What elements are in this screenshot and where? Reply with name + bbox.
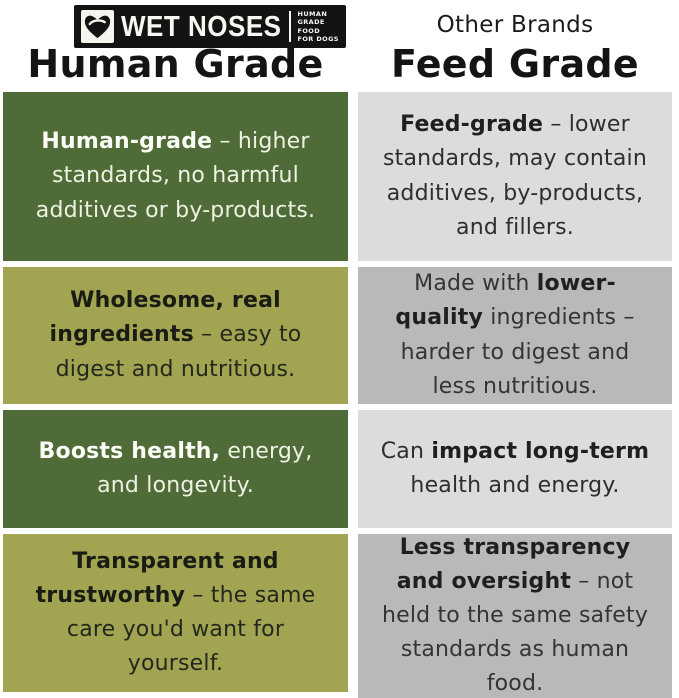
left-column-title: Human Grade	[27, 42, 324, 86]
cell-text: Transparent and trustworthy – the same c…	[35, 548, 316, 677]
feed-grade-row-2-cell: Made with lower-quality ingredients – ha…	[358, 267, 672, 404]
human-grade-row-1-cell: Human-grade – higher standards, no harmf…	[3, 92, 348, 261]
feed-grade-row-4-cell: Less transparency and oversight – not he…	[358, 534, 672, 698]
human-grade-row-4-cell: Transparent and trustworthy – the same c…	[3, 534, 348, 692]
human-grade-row-2-cell: Wholesome, real ingredients – easy to di…	[3, 267, 348, 404]
feed-grade-row-1-cell: Feed-grade – lower standards, may contai…	[358, 92, 672, 261]
cell-text: Wholesome, real ingredients – easy to di…	[49, 288, 302, 382]
feed-grade-row-3-cell: Can impact long-term health and energy.	[358, 410, 672, 528]
cell-text: Human-grade – higher standards, no harmf…	[35, 129, 316, 223]
logo-divider	[288, 11, 291, 42]
cell-text: Feed-grade – lower standards, may contai…	[382, 112, 648, 240]
logo-tagline: HUMAN GRADE FOOD FOR DOGS	[298, 10, 339, 43]
logo-tagline-line: GRADE	[297, 18, 325, 27]
human-grade-row-3-cell: Boosts health, energy, and longevity.	[3, 410, 348, 528]
logo-tagline-line: HUMAN	[297, 10, 328, 19]
cell-text: Boosts health, energy, and longevity.	[38, 438, 313, 498]
logo-brand-text: WET NOSES	[121, 9, 282, 43]
wet-noses-logo: WET NOSES HUMAN GRADE FOOD FOR DOGS	[74, 5, 346, 48]
cell-text: Less transparency and oversight – not he…	[381, 534, 649, 697]
logo-tagline-line: FOR DOGS	[297, 34, 339, 43]
dog-nose-heart-icon	[81, 10, 114, 43]
cell-text: Made with lower-quality ingredients – ha…	[395, 271, 635, 399]
cell-text: Can impact long-term health and energy.	[380, 438, 650, 498]
right-column-title: Feed Grade	[391, 42, 639, 86]
right-column-subtitle: Other Brands	[436, 12, 594, 38]
logo-tagline-line: FOOD	[297, 26, 321, 35]
